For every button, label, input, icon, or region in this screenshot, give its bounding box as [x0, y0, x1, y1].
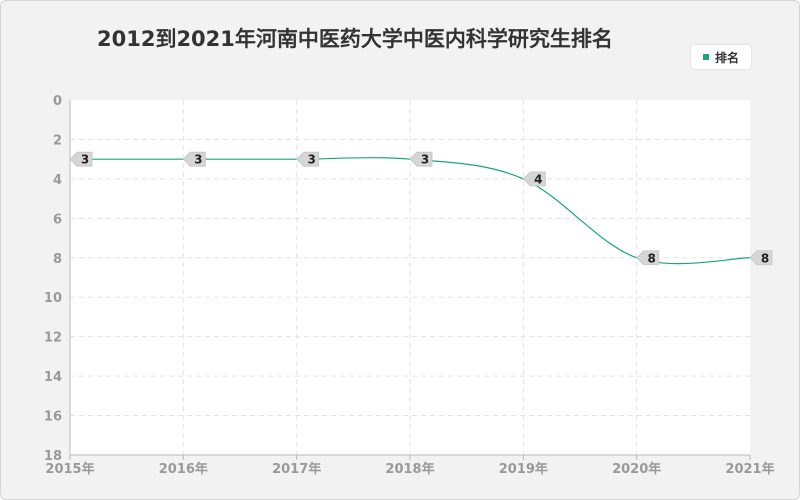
data-label-tag — [409, 151, 433, 167]
chart-legend[interactable]: 排名 — [691, 45, 751, 69]
y-tick-label: 10 — [44, 291, 62, 306]
y-tick-label: 14 — [44, 370, 62, 385]
data-label-tag — [749, 250, 773, 266]
chart-title: 2012到2021年河南中医药大学中医内科学研究生排名 — [97, 27, 613, 51]
x-tick-label: 2015年 — [45, 461, 94, 477]
legend-swatch — [702, 54, 709, 60]
y-tick-label: 18 — [44, 449, 62, 464]
x-tick-label: 2017年 — [272, 461, 321, 477]
y-tick-label: 8 — [53, 252, 62, 267]
data-label: 3 — [307, 153, 315, 167]
data-label-tag — [296, 151, 320, 167]
y-tick-label: 16 — [44, 410, 62, 425]
y-tick-label: 6 — [53, 212, 62, 227]
data-label: 3 — [81, 153, 89, 167]
x-tick-label: 2020年 — [612, 461, 661, 477]
x-tick-label: 2021年 — [725, 461, 774, 477]
legend-label: 排名 — [714, 50, 739, 65]
x-tick-label: 2016年 — [159, 461, 208, 477]
y-tick-label: 12 — [44, 331, 62, 346]
data-label: 4 — [534, 172, 542, 186]
data-label: 3 — [421, 153, 429, 167]
data-label: 3 — [194, 153, 202, 167]
data-label-tag — [69, 151, 93, 167]
data-label-tag — [182, 151, 206, 167]
y-tick-label: 4 — [53, 173, 62, 188]
x-tick-label: 2019年 — [499, 461, 548, 477]
data-label-tag — [522, 171, 546, 187]
y-tick-label: 2 — [53, 133, 62, 148]
data-label: 8 — [761, 251, 769, 265]
data-label: 8 — [647, 251, 655, 265]
x-tick-label: 2018年 — [385, 461, 434, 477]
y-tick-label: 0 — [53, 94, 62, 109]
data-label-tag — [636, 250, 660, 266]
